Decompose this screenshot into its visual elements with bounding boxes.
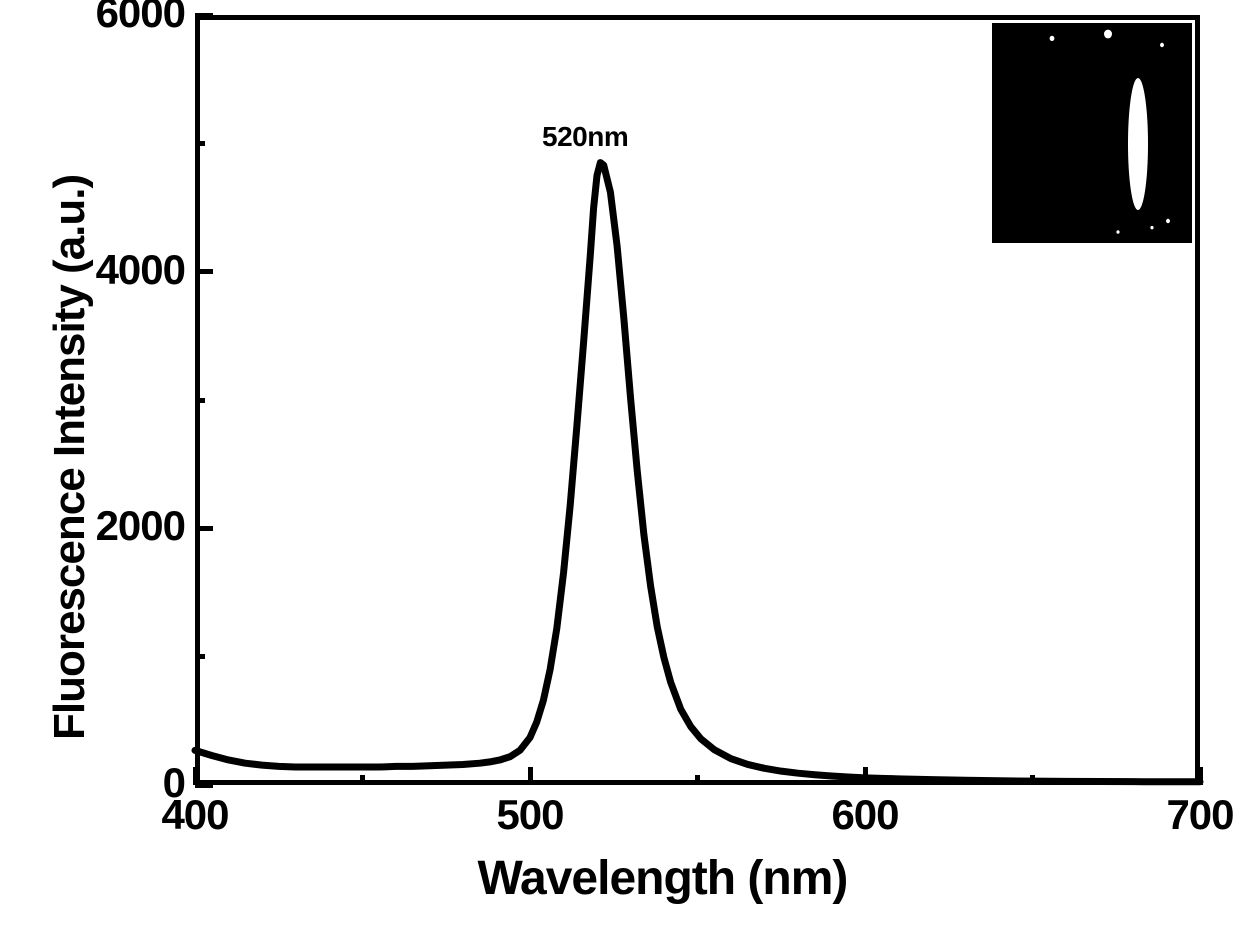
y-tick <box>195 398 205 403</box>
fluorescence-spectrum-figure: 520nm 400500600700 0200040006000 Wavelen… <box>0 0 1240 952</box>
x-tick-label: 600 <box>815 791 915 839</box>
x-tick <box>1030 775 1035 785</box>
x-tick <box>695 775 700 785</box>
y-axis-label: Fluorescence Intensity (a.u.) <box>45 175 95 740</box>
plot-area: 520nm <box>195 15 1200 785</box>
x-tick <box>863 767 868 785</box>
x-tick-label: 700 <box>1150 791 1240 839</box>
y-tick <box>195 783 213 788</box>
x-tick <box>528 767 533 785</box>
y-tick-label: 6000 <box>55 0 185 37</box>
peak-annotation: 520nm <box>542 121 628 153</box>
x-tick <box>360 775 365 785</box>
y-tick <box>195 269 213 274</box>
x-axis-label: Wavelength (nm) <box>478 851 848 906</box>
inset-streak-icon <box>992 23 1192 243</box>
y-tick <box>195 13 213 18</box>
y-tick <box>195 526 213 531</box>
inset-microscopy-image <box>992 23 1192 243</box>
y-tick <box>195 654 205 659</box>
x-tick-label: 500 <box>480 791 580 839</box>
y-tick <box>195 141 205 146</box>
x-tick <box>1198 767 1203 785</box>
y-tick-label: 0 <box>55 759 185 807</box>
